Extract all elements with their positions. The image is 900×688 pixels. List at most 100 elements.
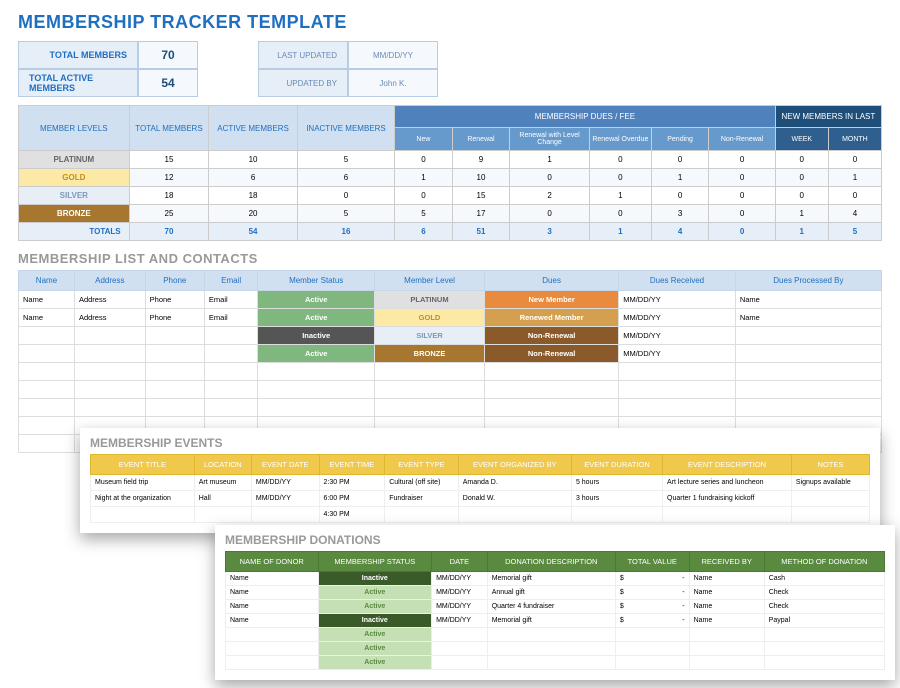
donations-cell: Cash [764, 572, 884, 586]
events-cell: Hall [194, 491, 251, 507]
donations-cell: MM/DD/YY [432, 586, 488, 600]
contacts-col: Email [204, 271, 257, 291]
level-cell: PLATINUM [375, 291, 485, 309]
levels-subcol: Renewal [452, 128, 510, 151]
contacts-cell: Address [74, 309, 145, 327]
events-cell: 6:00 PM [319, 491, 385, 507]
total-active-value: 54 [138, 69, 198, 97]
total-members-value: 70 [138, 41, 198, 69]
levels-subcol: WEEK [775, 128, 828, 151]
col-inactive: INACTIVE MEMBERS [297, 106, 394, 151]
contacts-cell: MM/DD/YY [619, 291, 736, 309]
donations-cell [226, 656, 319, 670]
levels-cell: 1 [510, 151, 590, 169]
donation-status-cell: Inactive [318, 614, 432, 628]
events-cell [458, 507, 571, 523]
events-cell: Quarter 1 fundraising kickoff [663, 491, 792, 507]
levels-cell: 1 [651, 169, 709, 187]
donations-cell: Annual gift [487, 586, 615, 600]
donations-cell: MM/DD/YY [432, 572, 488, 586]
donations-cell [615, 628, 689, 642]
levels-cell: GOLD [19, 169, 130, 187]
donations-cell: Name [226, 586, 319, 600]
status-cell: Active [258, 345, 375, 363]
levels-total-cell: TOTALS [19, 223, 130, 241]
dues-cell: Non-Renewal [485, 345, 619, 363]
donation-status-cell: Inactive [318, 572, 432, 586]
donations-cell [689, 656, 764, 670]
levels-cell: 15 [452, 187, 510, 205]
events-cell [91, 507, 195, 523]
donations-cell [764, 628, 884, 642]
levels-cell: 18 [129, 187, 209, 205]
levels-cell: 0 [709, 205, 775, 223]
donations-cell [487, 642, 615, 656]
donations-cell: Check [764, 600, 884, 614]
donations-col: NAME OF DONOR [226, 552, 319, 572]
donations-cell [226, 628, 319, 642]
contacts-cell [375, 363, 485, 381]
updated-by-label: UPDATED BY [258, 69, 348, 97]
levels-cell: 12 [129, 169, 209, 187]
events-cell [571, 507, 662, 523]
last-updated-value: MM/DD/YY [348, 41, 438, 69]
page-title: MEMBERSHIP TRACKER TEMPLATE [18, 12, 882, 33]
donations-col: TOTAL VALUE [615, 552, 689, 572]
levels-cell: 0 [651, 187, 709, 205]
events-col: LOCATION [194, 455, 251, 475]
contacts-cell [74, 345, 145, 363]
donations-cell: $- [615, 600, 689, 614]
donations-col: MEMBERSHIP STATUS [318, 552, 432, 572]
donation-status-cell: Active [318, 600, 432, 614]
levels-subcol: Renewal Overdue [589, 128, 651, 151]
donations-col: DONATION DESCRIPTION [487, 552, 615, 572]
levels-cell: 0 [651, 151, 709, 169]
donations-cell: $- [615, 614, 689, 628]
levels-cell: 5 [297, 205, 394, 223]
levels-cell: 0 [297, 187, 394, 205]
donation-status-cell: Active [318, 586, 432, 600]
donations-cell [432, 628, 488, 642]
contacts-col: Dues [485, 271, 619, 291]
contacts-cell [19, 345, 75, 363]
levels-table: MEMBER LEVELS TOTAL MEMBERS ACTIVE MEMBE… [18, 105, 882, 241]
contacts-cell [145, 363, 204, 381]
contacts-cell [258, 381, 375, 399]
levels-cell: 17 [452, 205, 510, 223]
contacts-cell: MM/DD/YY [619, 327, 736, 345]
events-col: EVENT DURATION [571, 455, 662, 475]
levels-total-cell: 1 [589, 223, 651, 241]
col-total: TOTAL MEMBERS [129, 106, 209, 151]
donations-cell [226, 642, 319, 656]
levels-cell: 0 [510, 205, 590, 223]
status-cell: Inactive [258, 327, 375, 345]
events-col: NOTES [791, 455, 869, 475]
donations-cell [689, 642, 764, 656]
events-cell: MM/DD/YY [251, 491, 319, 507]
contacts-cell [375, 399, 485, 417]
levels-cell: 1 [828, 169, 881, 187]
events-cell: Night at the organization [91, 491, 195, 507]
levels-cell: 0 [589, 151, 651, 169]
events-cell: Art lecture series and luncheon [663, 475, 792, 491]
donation-status-cell: Active [318, 642, 432, 656]
contacts-cell [204, 327, 257, 345]
donations-cell [432, 642, 488, 656]
contacts-cell [145, 399, 204, 417]
contacts-cell [19, 381, 75, 399]
contacts-cell [619, 381, 736, 399]
events-cell: MM/DD/YY [251, 475, 319, 491]
levels-total-cell: 54 [209, 223, 298, 241]
contacts-table: NameAddressPhoneEmailMember StatusMember… [18, 270, 882, 453]
contacts-col: Phone [145, 271, 204, 291]
levels-cell: 1 [589, 187, 651, 205]
contacts-col: Name [19, 271, 75, 291]
events-col: EVENT TIME [319, 455, 385, 475]
total-active-label: TOTAL ACTIVE MEMBERS [18, 69, 138, 97]
events-cell: Cultural (off site) [385, 475, 459, 491]
contacts-cell [258, 399, 375, 417]
contacts-cell: MM/DD/YY [619, 345, 736, 363]
levels-subcol: Renewal with Level Change [510, 128, 590, 151]
levels-cell: 0 [775, 187, 828, 205]
levels-cell: 0 [775, 151, 828, 169]
